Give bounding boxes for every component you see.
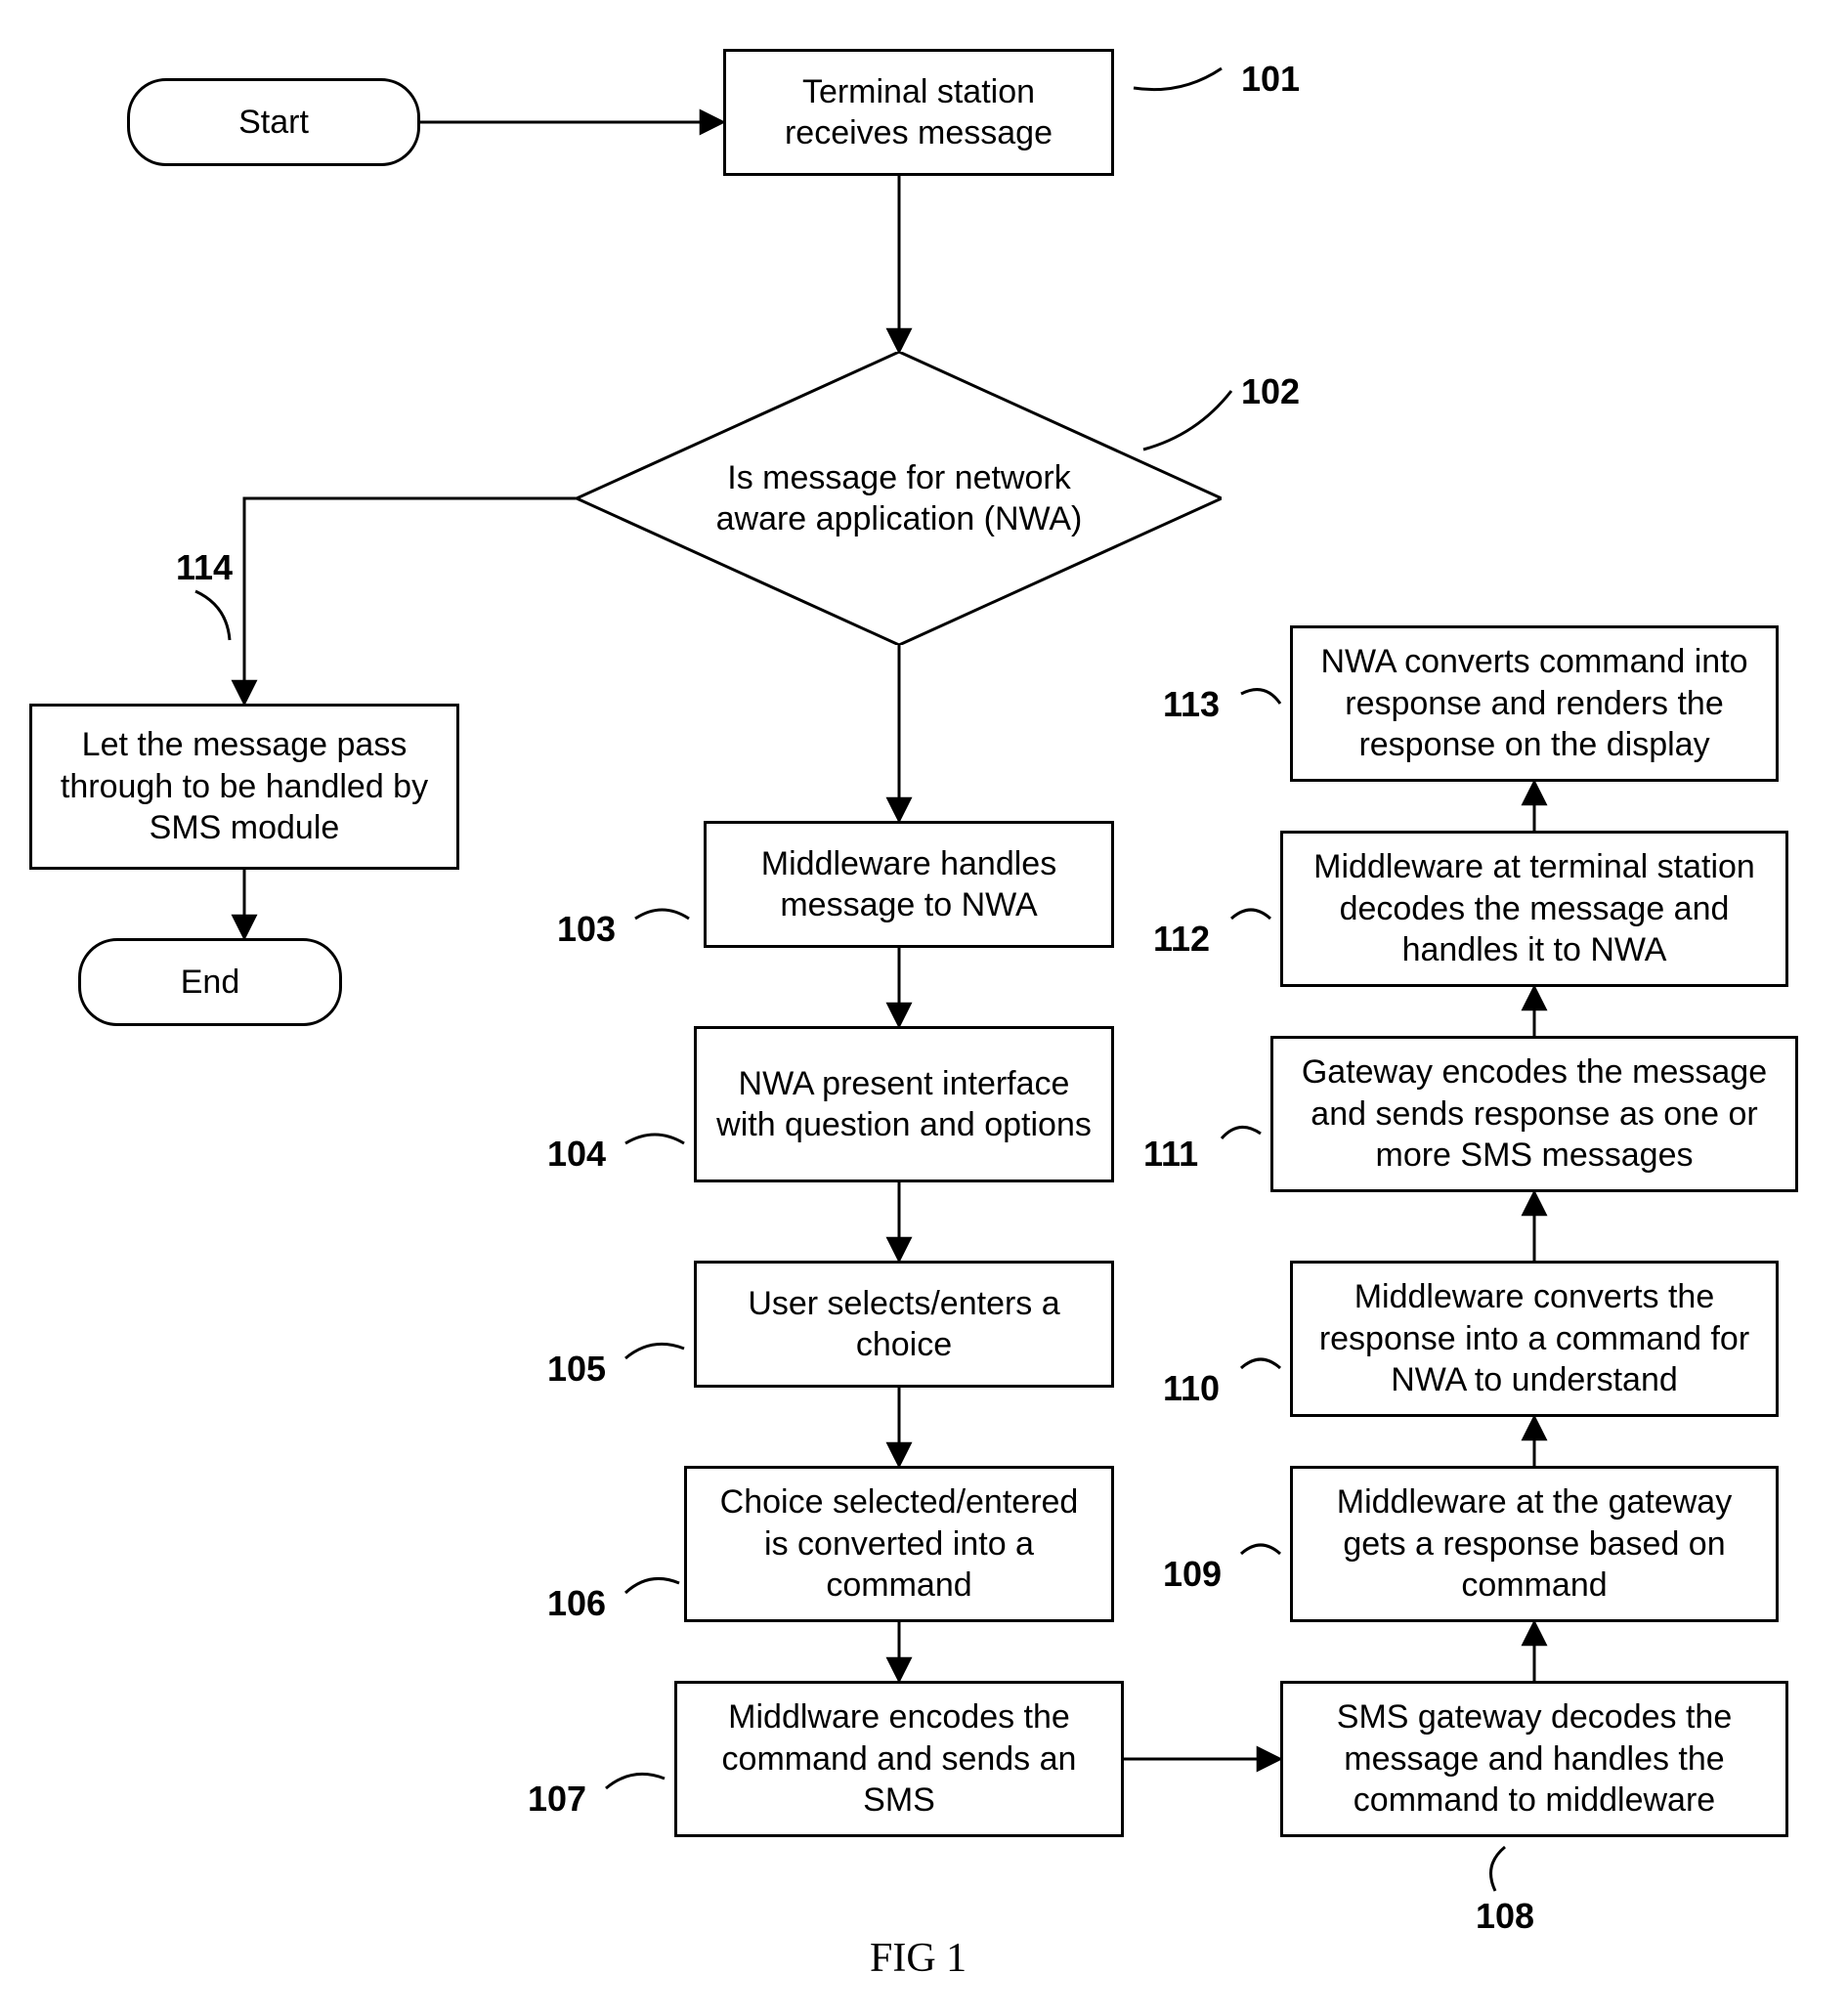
ref-label-105: 105 <box>547 1349 606 1390</box>
terminator-start: Start <box>127 78 420 166</box>
decision-text: Is message for network aware application… <box>577 352 1222 645</box>
ref-label-107: 107 <box>528 1779 586 1820</box>
process-n104: NWA present interface with question and … <box>694 1026 1114 1182</box>
ref-label-112: 112 <box>1153 919 1210 960</box>
ref-label-111: 111 <box>1143 1134 1198 1175</box>
ref-label-109: 109 <box>1163 1554 1222 1595</box>
process-n106: Choice selected/entered is converted int… <box>684 1466 1114 1622</box>
terminator-end: End <box>78 938 342 1026</box>
process-n107: Middlware encodes the command and sends … <box>674 1681 1124 1837</box>
ref-label-102: 102 <box>1241 371 1300 412</box>
ref-label-103: 103 <box>557 909 616 950</box>
ref-label-106: 106 <box>547 1583 606 1624</box>
process-n103: Middleware handles message to NWA <box>704 821 1114 948</box>
ref-label-113: 113 <box>1163 684 1220 725</box>
process-n114: Let the message pass through to be handl… <box>29 704 459 870</box>
ref-label-110: 110 <box>1163 1368 1220 1409</box>
process-n105: User selects/enters a choice <box>694 1261 1114 1388</box>
process-n108: SMS gateway decodes the message and hand… <box>1280 1681 1788 1837</box>
process-n113: NWA converts command into response and r… <box>1290 625 1779 782</box>
process-n111: Gateway encodes the message and sends re… <box>1270 1036 1798 1192</box>
process-n101: Terminal station receives message <box>723 49 1114 176</box>
process-n112: Middleware at terminal station decodes t… <box>1280 831 1788 987</box>
flowchart-canvas: FIG 1 Start End Terminal station receives … <box>0 0 1848 2016</box>
ref-label-108: 108 <box>1476 1896 1534 1937</box>
decision-n102: Is message for network aware application… <box>577 352 1222 645</box>
ref-label-104: 104 <box>547 1134 606 1175</box>
ref-label-101: 101 <box>1241 59 1300 100</box>
process-n109: Middleware at the gateway gets a respons… <box>1290 1466 1779 1622</box>
figure-caption: FIG 1 <box>870 1935 967 1982</box>
ref-label-114: 114 <box>176 547 233 588</box>
process-n110: Middleware converts the response into a … <box>1290 1261 1779 1417</box>
